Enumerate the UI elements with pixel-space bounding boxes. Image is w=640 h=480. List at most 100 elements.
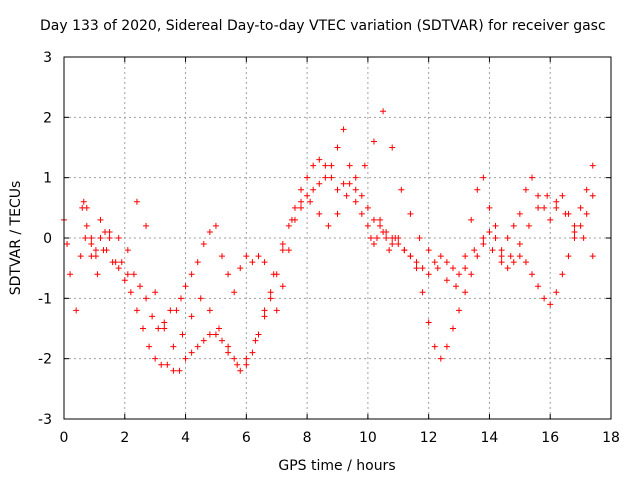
data-point xyxy=(88,253,95,260)
data-point xyxy=(143,222,150,229)
x-tick-label: 0 xyxy=(60,430,69,446)
data-point xyxy=(377,216,384,223)
data-point xyxy=(252,337,259,344)
data-point xyxy=(389,144,396,151)
data-point xyxy=(474,186,481,193)
data-point xyxy=(261,313,268,320)
data-point xyxy=(486,228,493,235)
data-point xyxy=(370,216,377,223)
data-point xyxy=(580,235,587,241)
grid-lines xyxy=(64,57,611,419)
data-point xyxy=(516,241,523,248)
data-point xyxy=(188,313,195,320)
data-point xyxy=(577,222,584,229)
data-point xyxy=(431,259,438,266)
data-point xyxy=(443,277,450,284)
data-point xyxy=(492,235,499,241)
data-point xyxy=(480,235,487,241)
data-point xyxy=(361,162,368,169)
data-point xyxy=(170,367,177,374)
data-point xyxy=(152,355,159,362)
data-point xyxy=(380,108,387,115)
data-point xyxy=(462,253,469,260)
data-point xyxy=(358,210,365,217)
data-point xyxy=(243,355,250,362)
data-point xyxy=(200,337,207,344)
data-point xyxy=(547,216,554,223)
data-point xyxy=(358,192,365,199)
data-point xyxy=(270,271,277,278)
data-point xyxy=(164,361,171,368)
data-point xyxy=(456,307,463,314)
data-point xyxy=(565,253,572,260)
data-point xyxy=(92,247,99,254)
y-axis-title: SDTVAR / TECUs xyxy=(8,181,24,296)
data-point xyxy=(88,241,95,248)
data-point xyxy=(489,247,496,254)
data-point xyxy=(173,307,180,314)
data-point xyxy=(130,271,137,278)
data-point xyxy=(559,271,566,278)
data-point xyxy=(170,343,177,350)
data-point xyxy=(535,283,542,290)
data-point xyxy=(255,331,262,338)
data-point xyxy=(200,241,207,248)
data-point xyxy=(206,228,213,235)
data-point xyxy=(267,289,274,296)
data-point xyxy=(322,174,329,181)
data-point xyxy=(528,271,535,278)
data-point xyxy=(583,210,590,217)
data-point xyxy=(571,235,578,241)
data-point xyxy=(219,253,226,260)
data-point xyxy=(225,343,232,350)
data-point xyxy=(106,235,113,241)
data-point xyxy=(352,186,359,193)
data-point xyxy=(206,331,213,338)
data-point xyxy=(206,307,213,314)
data-point xyxy=(307,198,314,205)
data-point xyxy=(273,307,280,314)
data-point xyxy=(434,265,441,272)
data-point xyxy=(419,265,426,272)
data-point xyxy=(188,271,195,278)
data-point xyxy=(383,235,390,241)
data-point xyxy=(516,210,523,217)
data-point xyxy=(389,235,396,241)
data-point xyxy=(425,271,432,278)
data-point xyxy=(449,265,456,272)
x-tick-label: 2 xyxy=(120,430,129,446)
data-point xyxy=(316,156,323,163)
data-point xyxy=(322,162,329,169)
data-point xyxy=(177,295,184,302)
data-point xyxy=(237,265,244,272)
data-point xyxy=(535,204,542,211)
data-point xyxy=(334,186,341,193)
data-point xyxy=(562,210,569,217)
data-point xyxy=(83,222,90,229)
data-point xyxy=(212,331,219,338)
data-point xyxy=(182,355,189,362)
data-point xyxy=(212,222,219,229)
data-point xyxy=(522,259,529,266)
data-point xyxy=(279,241,286,248)
data-point xyxy=(328,174,335,181)
data-point xyxy=(474,253,481,260)
data-point xyxy=(577,204,584,211)
data-point xyxy=(352,198,359,205)
data-point xyxy=(407,210,414,217)
y-tick-label: 1 xyxy=(43,171,52,187)
data-point xyxy=(367,235,374,241)
data-point xyxy=(127,289,134,296)
data-point xyxy=(468,271,475,278)
data-point xyxy=(188,349,195,356)
data-point xyxy=(231,289,238,296)
data-point xyxy=(456,271,463,278)
data-point xyxy=(425,247,432,254)
data-point xyxy=(243,253,250,260)
data-point xyxy=(504,235,511,241)
data-point xyxy=(340,180,347,187)
data-point xyxy=(528,174,535,181)
data-point xyxy=(285,247,292,254)
data-point xyxy=(298,198,305,205)
